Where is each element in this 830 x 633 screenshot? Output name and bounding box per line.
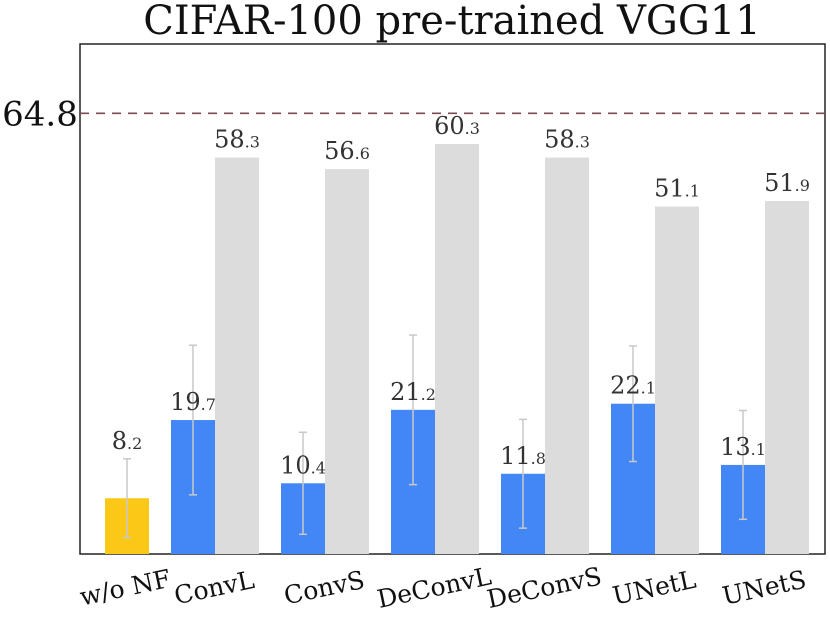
x-tick-label-2: ConvS	[281, 565, 367, 610]
data-label-gray-deconvl: 60.3	[434, 112, 480, 140]
bar-gray-convl	[215, 157, 259, 554]
data-label-blue-deconvs: 11.8	[500, 442, 546, 470]
x-tick-label-3: DeConvL	[375, 561, 494, 613]
x-tick-label-1: ConvL	[172, 565, 257, 610]
data-label-blue-deconvl: 21.2	[390, 378, 436, 406]
data-label-gray-unetl: 51.1	[654, 175, 700, 203]
error-bar-deconvl	[409, 334, 417, 486]
error-bar-baseline	[123, 458, 131, 539]
data-label-blue-convl: 19.7	[170, 388, 216, 416]
bar-gray-convs	[325, 169, 369, 554]
bar-gray-deconvl	[435, 143, 479, 554]
data-label-gray-unets: 51.9	[764, 169, 810, 197]
bar-gray-unetl	[655, 206, 699, 554]
data-label-gray-convs: 56.6	[324, 137, 370, 165]
x-tick-label-5: UNetL	[610, 565, 699, 611]
data-label-blue-unets: 13.1	[720, 433, 766, 461]
error-bar-unetl	[629, 345, 637, 463]
bar-gray-unets	[765, 201, 809, 554]
error-bar-convl	[189, 344, 197, 496]
data-label-blue-unetl: 22.1	[610, 372, 656, 400]
data-label-gray-deconvs: 58.3	[544, 126, 590, 154]
x-tick-label-0: w/o NF	[77, 564, 173, 612]
reference-line-label: 64.8	[2, 94, 78, 134]
chart-title: CIFAR-100 pre-trained VGG11	[143, 0, 760, 44]
bar-gray-deconvs	[545, 157, 589, 554]
x-tick-label-4: DeConvS	[484, 561, 604, 614]
data-label-baseline: 8.2	[112, 427, 143, 455]
error-bar-convs	[299, 431, 307, 536]
error-bar-unets	[739, 409, 747, 521]
data-label-gray-convl: 58.3	[214, 126, 260, 154]
error-bar-deconvs	[519, 418, 527, 529]
chart-marks	[80, 112, 825, 554]
data-label-blue-convs: 10.4	[280, 451, 326, 479]
x-tick-label-6: UNetS	[720, 565, 809, 611]
chart-value-labels: 64.8 8.2 58.3 19.7 56.6 10.4 60.3 21.2 58.3 11.8 5…	[2, 94, 810, 479]
